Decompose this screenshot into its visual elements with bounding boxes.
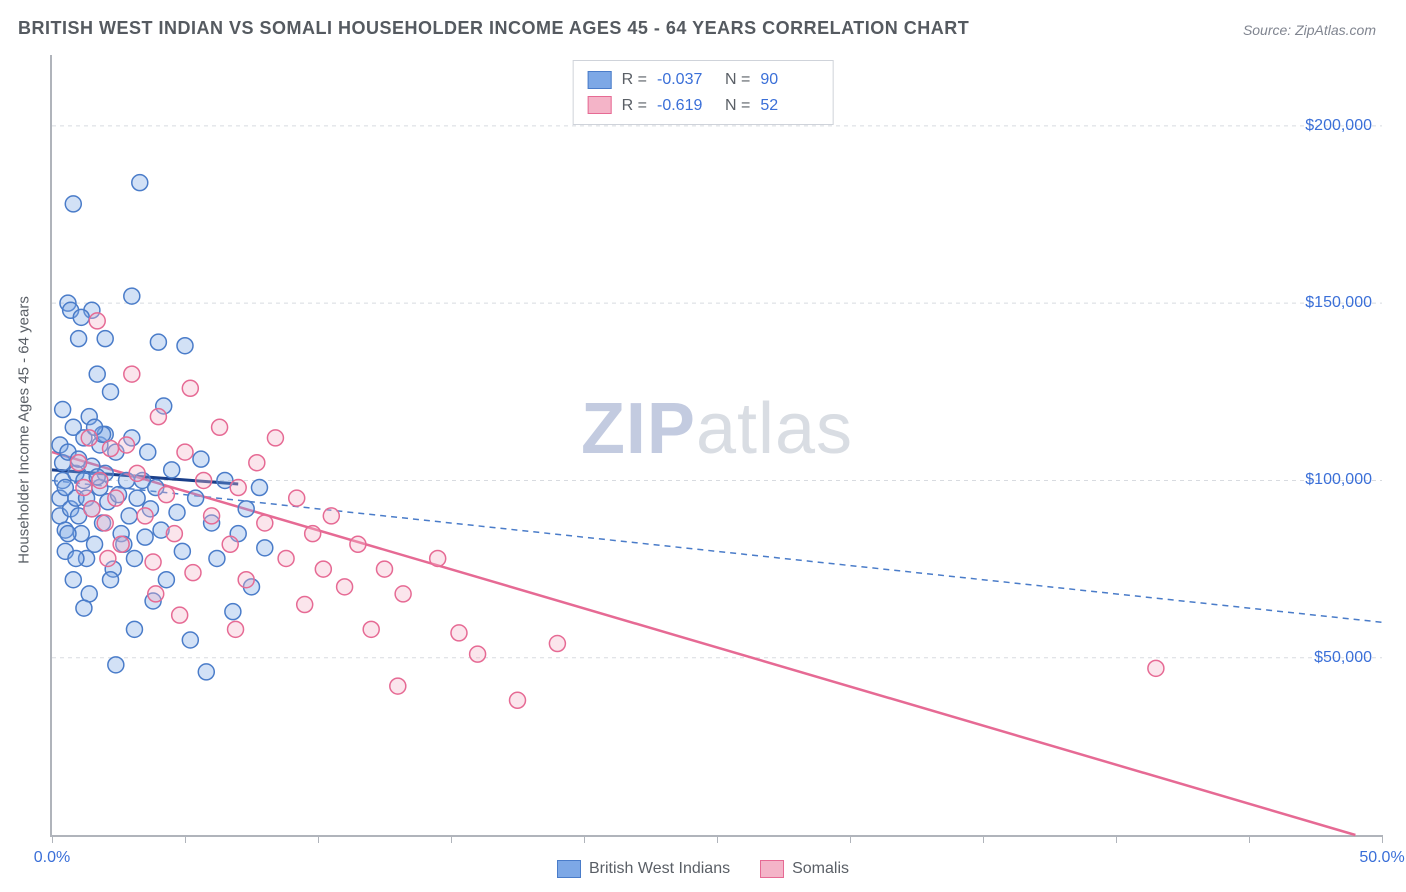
n-label: N = <box>725 67 750 93</box>
r-value-somali: -0.619 <box>657 93 715 119</box>
y-axis-label: Householder Income Ages 45 - 64 years <box>16 296 33 564</box>
scatter-svg <box>52 55 1382 835</box>
correlation-legend: R = -0.037 N = 90 R = -0.619 N = 52 <box>573 60 834 125</box>
y-tick-label: $150,000 <box>1305 294 1372 312</box>
x-tick-label: 50.0% <box>1359 849 1404 867</box>
x-tick-label: 0.0% <box>34 849 70 867</box>
swatch-bwi <box>588 71 612 89</box>
legend-label-bwi: British West Indians <box>589 860 730 878</box>
legend-item-somali: Somalis <box>760 860 849 878</box>
r-label: R = <box>622 93 647 119</box>
y-tick-label: $100,000 <box>1305 471 1372 489</box>
legend-row-bwi: R = -0.037 N = 90 <box>588 67 819 93</box>
series-legend: British West Indians Somalis <box>557 860 849 878</box>
r-value-bwi: -0.037 <box>657 67 715 93</box>
n-value-somali: 52 <box>760 93 818 119</box>
chart-plot-area: ZIPatlas $50,000$100,000$150,000$200,000… <box>50 55 1382 837</box>
legend-row-somali: R = -0.619 N = 52 <box>588 93 819 119</box>
legend-item-bwi: British West Indians <box>557 860 730 878</box>
swatch-bwi-bottom <box>557 860 581 878</box>
swatch-somali-bottom <box>760 860 784 878</box>
r-label: R = <box>622 67 647 93</box>
source-attribution: Source: ZipAtlas.com <box>1243 22 1376 38</box>
y-tick-label: $50,000 <box>1314 649 1372 667</box>
y-tick-label: $200,000 <box>1305 117 1372 135</box>
swatch-somali <box>588 96 612 114</box>
n-label: N = <box>725 93 750 119</box>
chart-title: BRITISH WEST INDIAN VS SOMALI HOUSEHOLDE… <box>18 18 969 39</box>
n-value-bwi: 90 <box>760 67 818 93</box>
legend-label-somali: Somalis <box>792 860 849 878</box>
